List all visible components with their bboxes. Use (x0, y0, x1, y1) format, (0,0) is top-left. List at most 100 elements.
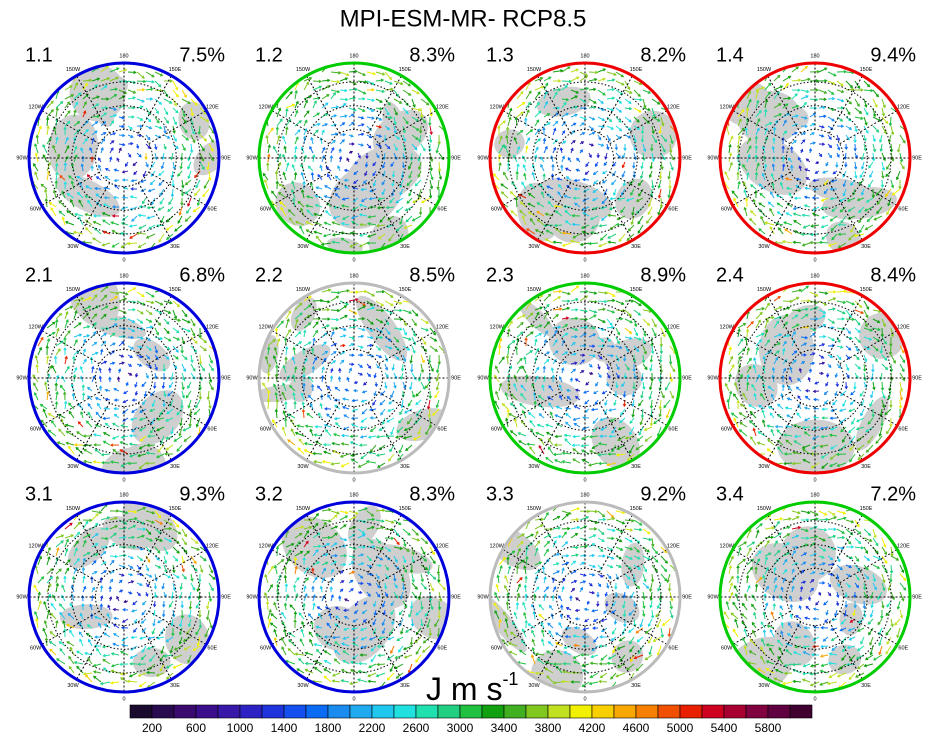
wind-arrow (310, 136, 314, 145)
wind-arrow (863, 107, 869, 116)
wind-arrow (575, 388, 581, 392)
wind-arrow (93, 615, 102, 620)
wind-arrow (615, 80, 625, 86)
wind-arrow (360, 645, 368, 649)
wind-arrow (606, 125, 615, 130)
wind-arrow (49, 631, 57, 638)
wind-arrow (899, 134, 906, 144)
wind-arrow (297, 200, 305, 208)
wind-arrow (341, 642, 350, 647)
wind-arrow (663, 399, 671, 409)
wind-arrow (163, 327, 170, 335)
wind-arrow (606, 573, 612, 580)
wind-arrow (68, 445, 75, 455)
wind-arrow (561, 306, 571, 311)
wind-arrow (819, 654, 829, 658)
wind-arrow (402, 309, 413, 314)
wind-arrow (601, 179, 608, 184)
wind-arrow (620, 408, 626, 416)
wind-arrow (393, 98, 403, 104)
wind-arrow (534, 85, 545, 91)
wind-arrow (352, 618, 359, 623)
wind-arrow (180, 188, 185, 197)
wind-arrow (885, 627, 892, 636)
wind-arrow (46, 331, 56, 338)
wind-arrow (561, 531, 567, 539)
wind-arrow (109, 291, 120, 295)
wind-arrow (420, 318, 429, 324)
wind-arrow (525, 109, 530, 118)
wind-arrow (267, 144, 271, 154)
wind-arrow (366, 71, 377, 76)
wind-arrow (136, 309, 144, 315)
wind-arrow (145, 291, 155, 298)
wind-arrow (339, 359, 345, 365)
wind-arrow (569, 595, 573, 602)
wind-arrow (368, 197, 377, 201)
wind-arrow (418, 125, 423, 134)
wind-arrow (773, 333, 783, 338)
wind-arrow (187, 618, 192, 628)
wind-arrow (64, 559, 71, 566)
wind-arrow (327, 385, 332, 392)
wind-arrow (126, 679, 138, 684)
wind-arrow (633, 372, 637, 380)
wind-arrow (525, 301, 532, 311)
wind-arrow (357, 334, 365, 339)
wind-arrow (339, 562, 347, 567)
wind-arrow (495, 583, 500, 593)
wind-arrow (183, 645, 192, 651)
wind-arrow (847, 206, 856, 212)
wind-arrow (411, 582, 418, 590)
wind-arrow (317, 412, 323, 419)
wind-arrow (561, 451, 572, 455)
wind-arrow (809, 681, 820, 687)
wind-arrow (165, 417, 174, 422)
panel-border (27, 281, 221, 475)
wind-arrow (102, 219, 111, 226)
wind-arrow (264, 355, 269, 365)
wind-arrow (642, 582, 650, 589)
wind-arrow (649, 161, 653, 170)
wind-arrow (847, 627, 856, 632)
wind-arrow (524, 373, 529, 383)
panel-label: 2.1 (25, 264, 53, 286)
wind-arrow (531, 638, 536, 647)
wind-arrow (890, 152, 895, 162)
wind-arrow (525, 129, 534, 136)
wind-arrow (104, 168, 111, 172)
wind-arrow (889, 564, 894, 575)
wind-arrow (108, 596, 113, 602)
wind-arrow (827, 546, 836, 551)
wind-arrow (787, 632, 793, 638)
wind-arrow (339, 343, 346, 348)
wind-arrow (793, 196, 802, 200)
wind-arrow (393, 308, 403, 313)
wind-arrow (791, 515, 800, 521)
wind-arrow (845, 327, 851, 335)
wind-arrow (504, 617, 509, 629)
wind-arrow (68, 175, 75, 181)
wind-arrow (565, 412, 572, 419)
wind-arrow (790, 164, 794, 172)
wind-arrow (615, 98, 623, 104)
wind-arrow (102, 432, 111, 437)
wind-arrow (320, 374, 325, 383)
wind-arrow (746, 541, 756, 548)
wind-arrow (411, 345, 416, 354)
wind-arrow (265, 600, 270, 611)
wind-arrow (588, 314, 597, 320)
wind-arrow (829, 453, 838, 460)
longitude-label: 30E (400, 464, 410, 470)
wind-arrow (375, 289, 386, 294)
wind-arrow (172, 663, 183, 669)
wind-arrow (615, 672, 626, 678)
wind-arrow (552, 69, 564, 73)
wind-arrow (842, 170, 847, 178)
wind-arrow (118, 361, 126, 365)
wind-arrow (854, 116, 864, 120)
wind-arrow (737, 355, 742, 365)
wind-arrow (551, 163, 555, 172)
wind-arrow (142, 170, 147, 178)
wind-arrow (584, 408, 590, 413)
